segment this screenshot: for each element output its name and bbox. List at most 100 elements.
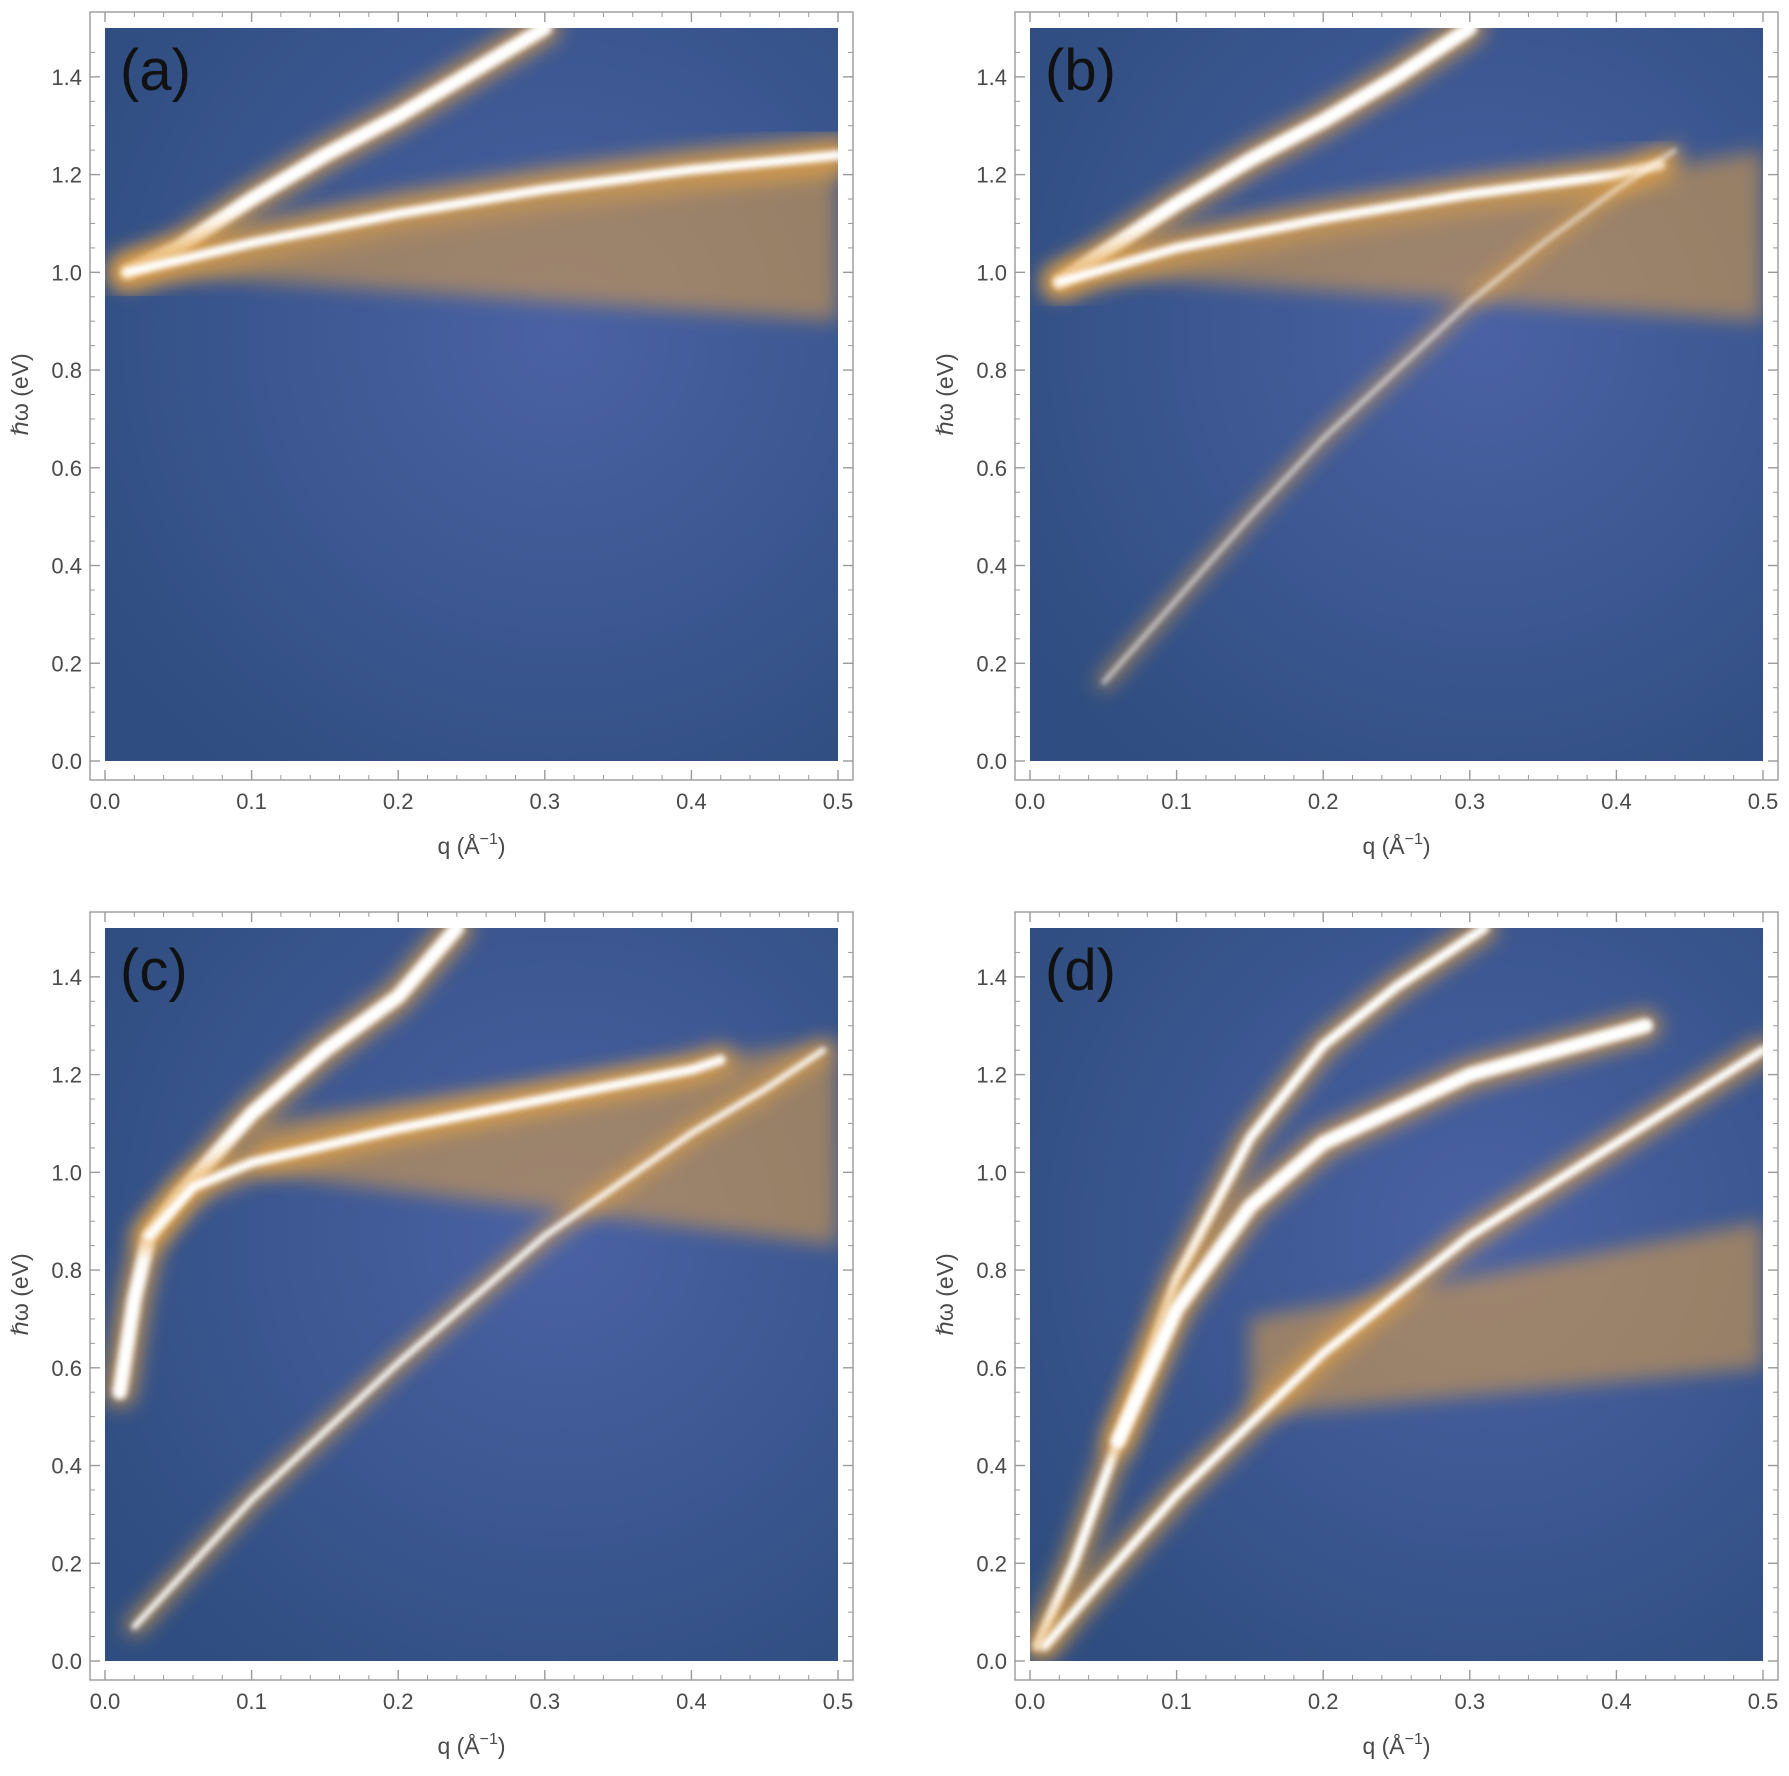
panel-label: (b)	[1045, 38, 1116, 103]
y-tick-label: 0.4	[51, 1454, 82, 1479]
x-axis-label-end: )	[498, 833, 506, 859]
x-tick-label: 0.3	[530, 789, 561, 814]
y-tick-label: 1.0	[976, 1160, 1007, 1185]
x-tick-label: 0.0	[1015, 1689, 1046, 1714]
x-axis-label: q (Å−1)	[1362, 831, 1430, 859]
plot-frame	[89, 11, 854, 781]
y-tick-label: 0.0	[51, 749, 82, 774]
x-axis-label-main: q (Å	[1362, 1732, 1405, 1759]
mode-line-2	[1110, 1018, 1654, 1449]
x-axis-label-superscript: −1	[480, 1731, 498, 1748]
x-tick-label: 0.3	[1455, 1689, 1486, 1714]
y-tick-label: 0.0	[976, 749, 1007, 774]
x-tick-label: 0.3	[1455, 789, 1486, 814]
plot-frame	[1014, 11, 1779, 781]
x-axis-label-main: q (Å	[437, 832, 480, 859]
continuum-region	[1249, 1221, 1763, 1417]
y-tick-label: 0.8	[976, 358, 1007, 383]
heatmap-area	[1042, 28, 1763, 689]
y-tick-label: 0.8	[51, 358, 82, 383]
mode-line-2	[122, 150, 838, 278]
panel-label: (d)	[1045, 938, 1116, 1003]
x-tick-label: 0.5	[1748, 1689, 1779, 1714]
x-axis-label-end: )	[1423, 833, 1431, 859]
x-axis-label-superscript: −1	[480, 831, 498, 848]
panel-d: 0.0 0.1 0.2 0.3 0.4 0.5 0.0 0.2 0.4 0.6 0.8 1.0 1.2 1…	[932, 911, 1779, 1759]
x-tick-label: 0.1	[236, 1689, 267, 1714]
y-tick-label: 0.0	[51, 1649, 82, 1674]
mode-line-3	[131, 1047, 827, 1630]
x-axis-label-main: q (Å	[1362, 832, 1405, 859]
y-tick-label: 0.6	[51, 1356, 82, 1381]
y-tick-label: 1.4	[976, 965, 1007, 990]
y-tick-label: 0.4	[976, 1454, 1007, 1479]
x-tick-label: 0.4	[676, 789, 707, 814]
x-tick-label: 0.0	[1015, 789, 1046, 814]
mode-line-2	[1054, 159, 1666, 287]
mode-line-3	[1101, 148, 1677, 685]
y-tick-label: 1.0	[976, 260, 1007, 285]
y-axis-label: ℏω (eV)	[932, 1253, 958, 1335]
x-tick-label: 0.2	[383, 1689, 414, 1714]
x-tick-label: 0.5	[823, 789, 854, 814]
heatmap-area	[105, 928, 838, 1636]
panel-label: (c)	[120, 938, 188, 1003]
y-tick-label: 0.2	[51, 1551, 82, 1576]
plot-frame	[1014, 911, 1779, 1681]
x-axis-label-superscript: −1	[1405, 831, 1423, 848]
panel-label: (a)	[120, 38, 191, 103]
y-tick-label: 1.2	[976, 163, 1007, 188]
x-tick-label: 0.2	[1308, 789, 1339, 814]
y-tick-label: 1.4	[51, 65, 82, 90]
x-tick-label: 0.0	[90, 789, 121, 814]
y-tick-label: 1.4	[976, 65, 1007, 90]
mode-line-2	[144, 1055, 726, 1241]
x-tick-label: 0.0	[90, 1689, 121, 1714]
x-tick-label: 0.3	[530, 1689, 561, 1714]
y-tick-label: 1.2	[51, 163, 82, 188]
mode-line-1	[112, 928, 465, 1400]
y-tick-label: 0.4	[51, 554, 82, 579]
x-tick-label: 0.4	[1601, 789, 1632, 814]
y-axis-label: ℏω (eV)	[932, 353, 958, 435]
x-tick-label: 0.4	[1601, 1689, 1632, 1714]
y-tick-label: 0.0	[976, 1649, 1007, 1674]
x-tick-label: 0.5	[823, 1689, 854, 1714]
y-tick-label: 1.2	[51, 1063, 82, 1088]
mode-line-1	[1032, 928, 1490, 1652]
x-axis-label: q (Å−1)	[1362, 1731, 1430, 1759]
x-axis-label-superscript: −1	[1405, 1731, 1423, 1748]
y-tick-label: 0.8	[976, 1258, 1007, 1283]
heatmap-background	[1030, 28, 1763, 761]
continuum-region	[251, 1040, 838, 1246]
y-tick-label: 0.2	[51, 651, 82, 676]
panel-c: 0.0 0.1 0.2 0.3 0.4 0.5 0.0 0.2 0.4 0.6 0.8 1.0 1.2 1…	[7, 911, 854, 1759]
y-tick-label: 1.4	[51, 965, 82, 990]
y-tick-label: 1.2	[976, 1063, 1007, 1088]
x-axis-label-end: )	[498, 1733, 506, 1759]
plot-frame	[89, 911, 854, 1681]
x-tick-label: 0.5	[1748, 789, 1779, 814]
y-tick-label: 0.4	[976, 554, 1007, 579]
x-tick-label: 0.2	[1308, 1689, 1339, 1714]
x-tick-label: 0.1	[236, 789, 267, 814]
y-tick-label: 0.6	[51, 456, 82, 481]
x-tick-label: 0.1	[1161, 789, 1192, 814]
y-tick-label: 0.8	[51, 1258, 82, 1283]
panel-a: 0.0 0.1 0.2 0.3 0.4 0.5 0.0 0.2 0.4 0.6 0.8 1.0 1.2 1…	[7, 11, 854, 859]
y-tick-label: 1.0	[51, 260, 82, 285]
y-tick-label: 1.0	[51, 1160, 82, 1185]
mode-line-3	[1040, 1045, 1763, 1651]
y-tick-label: 0.2	[976, 1551, 1007, 1576]
heatmap-area	[1030, 928, 1763, 1659]
y-tick-label: 0.2	[976, 651, 1007, 676]
y-axis-label: ℏω (eV)	[7, 353, 33, 435]
x-tick-label: 0.4	[676, 1689, 707, 1714]
heatmap-background	[105, 28, 838, 761]
x-axis-label: q (Å−1)	[437, 831, 505, 859]
panel-b: 0.0 0.1 0.2 0.3 0.4 0.5 0.0 0.2 0.4 0.6 0.8 1.0 1.2 1…	[932, 11, 1779, 859]
x-tick-label: 0.2	[383, 789, 414, 814]
x-axis-label-main: q (Å	[437, 1732, 480, 1759]
y-tick-label: 0.6	[976, 456, 1007, 481]
